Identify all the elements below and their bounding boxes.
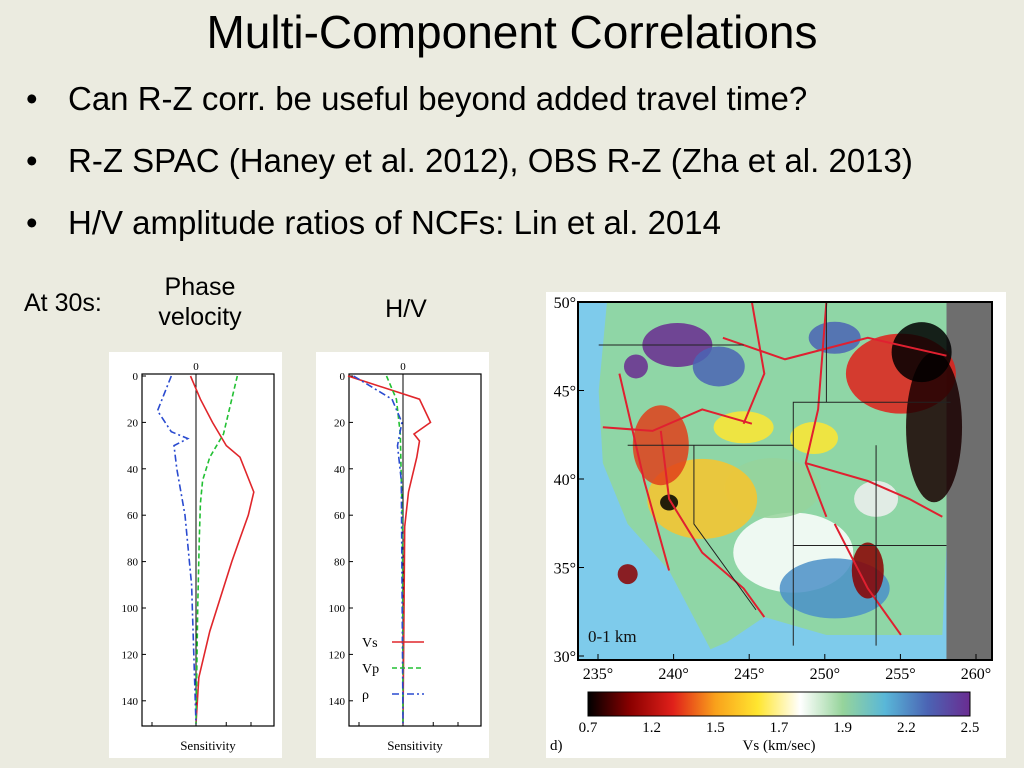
- bullet-item: • R-Z SPAC (Haney et al. 2012), OBS R-Z (…: [26, 130, 913, 192]
- vs-map-panel: 0-1 km 235° 240° 245° 250° 255° 260° 50° 45° 40° 3…: [546, 292, 1006, 758]
- bullet-item: • H/V amplitude ratios of NCFs: Lin et al…: [26, 192, 913, 254]
- colorbar-tick-label: 2.5: [961, 720, 980, 736]
- series-line: [347, 375, 432, 725]
- y-tick-label: 0: [340, 371, 346, 383]
- y-tick-label: 120: [122, 649, 139, 661]
- phase-velocity-sensitivity-chart: 0 0 20 40 60 80 100 120 140 Sensitivity: [122, 361, 275, 753]
- bullet-text: Can R-Z corr. be useful beyond added tra…: [68, 80, 808, 117]
- label-phase-line1: Phase: [164, 273, 236, 301]
- bullet-text: H/V amplitude ratios of NCFs: Lin et al.…: [68, 204, 721, 241]
- y-tick-label: 100: [122, 603, 139, 615]
- colorbar-tick-label: 1.5: [706, 720, 725, 736]
- velocity-anomaly: [713, 411, 774, 444]
- tectonic-boundary: [742, 302, 766, 425]
- bullet-marker: •: [26, 142, 38, 179]
- plot-frame: [348, 373, 482, 727]
- legend-label: Vp: [362, 662, 379, 677]
- y-tick-label: 40°: [554, 472, 576, 489]
- phase-velocity-chart-panel: 0 0 20 40 60 80 100 120 140 Sensitivity: [109, 352, 282, 758]
- map-depth-label: 0-1 km: [588, 627, 637, 646]
- velocity-anomaly: [808, 321, 861, 354]
- x-axis-label: Sensitivity: [387, 738, 443, 753]
- series-line: [353, 375, 404, 725]
- y-tick-label: 20: [334, 417, 346, 429]
- x-tick-label: 250°: [810, 666, 840, 683]
- x-tick-label: 260°: [961, 666, 991, 683]
- velocity-anomaly: [906, 352, 963, 503]
- panel-label: d): [550, 738, 563, 754]
- tectonic-boundary: [805, 462, 943, 518]
- y-tick-label: 120: [329, 649, 346, 661]
- y-tick-label: 100: [329, 603, 346, 615]
- colorbar-tick-label: 1.2: [642, 720, 661, 736]
- tectonic-boundary: [602, 408, 753, 432]
- colorbar: [587, 691, 971, 717]
- tectonic-boundary: [659, 430, 766, 618]
- bullet-text: R-Z SPAC (Haney et al. 2012), OBS R-Z (Z…: [68, 142, 913, 179]
- y-tick-label: 40: [334, 464, 346, 476]
- y-tick-label: 40: [127, 464, 139, 476]
- y-tick-label: 140: [329, 696, 346, 708]
- series-line: [189, 375, 255, 725]
- masked-region: [946, 302, 992, 660]
- series-line: [385, 375, 404, 725]
- label-hv: H/V: [385, 295, 427, 323]
- hv-chart-panel: 0 0 20 40 60 80 100 120 140 Sensitivity Vs Vp ρ: [316, 352, 489, 758]
- tectonic-boundary: [804, 302, 828, 518]
- y-tick-label: 20: [127, 417, 139, 429]
- state-border: [693, 445, 757, 611]
- label-at-30s: At 30s:: [24, 289, 102, 317]
- plot-frame: [141, 373, 275, 727]
- vs-map-figure: 0-1 km 235° 240° 245° 250° 255° 260° 50° 45° 40° 3…: [550, 295, 993, 754]
- y-tick-label: 60: [127, 510, 139, 522]
- velocity-anomaly: [789, 422, 838, 455]
- y-tick-label: 60: [334, 510, 346, 522]
- slide-title: Multi-Component Correlations: [206, 6, 818, 58]
- map-frame: [577, 301, 993, 661]
- x-tick-label: 245°: [734, 666, 764, 683]
- tectonic-boundary: [618, 373, 671, 571]
- legend-label: Vs: [362, 636, 378, 651]
- velocity-anomaly: [692, 346, 745, 387]
- series-line: [156, 375, 197, 725]
- y-tick-label: 50°: [554, 295, 576, 312]
- state-border: [627, 401, 951, 446]
- x-tick-label: 0: [193, 361, 199, 373]
- x-tick-label: 235°: [583, 666, 613, 683]
- x-tick-label: 0: [400, 361, 406, 373]
- colorbar-tick-label: 2.2: [897, 720, 916, 736]
- y-tick-label: 35°: [554, 561, 576, 578]
- legend-label: ρ: [362, 688, 369, 703]
- colorbar-tick-label: 0.7: [579, 720, 598, 736]
- series-line: [195, 375, 239, 725]
- x-axis-label: Sensitivity: [180, 738, 236, 753]
- bullet-marker: •: [26, 204, 38, 241]
- velocity-anomaly: [623, 354, 648, 379]
- y-tick-label: 30°: [554, 649, 576, 666]
- y-tick-label: 80: [127, 557, 139, 569]
- y-tick-label: 140: [122, 696, 139, 708]
- x-tick-label: 240°: [658, 666, 688, 683]
- bullet-list: • Can R-Z corr. be useful beyond added tr…: [26, 68, 913, 254]
- label-phase-velocity: Phase velocity: [140, 272, 260, 332]
- hv-sensitivity-chart: 0 0 20 40 60 80 100 120 140 Sensitivity Vs Vp ρ: [329, 361, 482, 753]
- colorbar-tick-label: 1.7: [770, 720, 789, 736]
- velocity-anomaly: [617, 564, 638, 585]
- bullet-marker: •: [26, 80, 38, 117]
- y-tick-label: 0: [133, 371, 139, 383]
- bullet-item: • Can R-Z corr. be useful beyond added tr…: [26, 68, 913, 130]
- velocity-anomaly: [891, 322, 952, 383]
- colorbar-label: Vs (km/sec): [743, 738, 816, 754]
- y-tick-label: 80: [334, 557, 346, 569]
- colorbar-tick-label: 1.9: [833, 720, 852, 736]
- y-tick-label: 45°: [554, 384, 576, 401]
- x-tick-label: 255°: [885, 666, 915, 683]
- map-body: [578, 302, 992, 660]
- label-phase-line2: velocity: [158, 303, 242, 331]
